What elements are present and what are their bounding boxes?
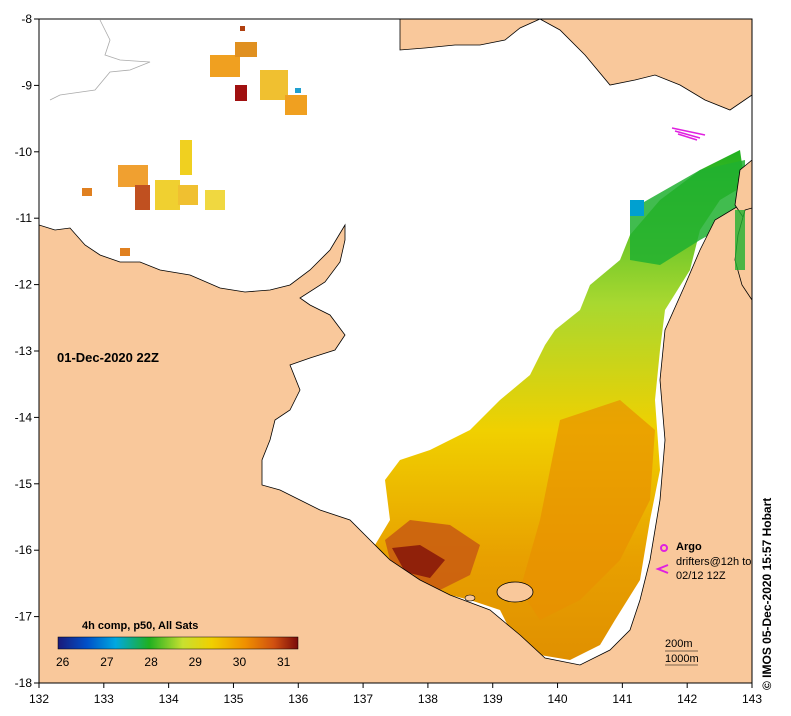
x-axis: 132 133 134 135 136 137 138 139 140 141 142 143 [29,683,762,706]
land-arnhem [39,204,752,683]
x-tick-label: 142 [677,692,697,706]
depth-1000-label: 1000m [665,653,699,665]
grey-coast-nw [49,19,151,101]
drifters-label: drifters@12h to 02/12 12Z [676,556,752,582]
y-tick-label: -8 [21,12,32,26]
x-tick-label: 140 [548,692,568,706]
colorbar-tick-label: 29 [188,655,202,669]
colorbar-tick-label: 27 [100,655,114,669]
y-tick-label: -11 [16,211,33,225]
x-tick-label: 133 [94,692,114,706]
land-small-island [464,594,476,602]
colorbar [57,636,299,650]
sst-cool-spot [630,200,644,216]
colorbar-tick-label: 30 [232,655,247,669]
land-mornington-island [496,581,534,603]
x-tick-label: 143 [742,692,762,706]
argo-label: Argo [676,541,702,553]
sst-green-band [630,160,745,265]
colorbar-tick-label: 28 [144,655,158,669]
sst-scatter-nw [82,26,307,256]
y-tick-label: -10 [15,145,33,159]
y-tick-label: -17 [15,610,33,624]
land-papua [399,19,752,111]
argo-marker-icon [660,544,668,552]
drifter-marker-icon [655,564,669,574]
colorbar-tick-label: 31 [277,655,291,669]
y-tick-label: -16 [15,543,33,557]
sst-field [375,150,745,660]
y-tick-label: -18 [15,676,33,690]
x-tick-label: 132 [29,692,49,706]
x-tick-label: 136 [288,692,308,706]
colorbar-tick-label: 26 [56,655,70,669]
y-tick-label: -15 [15,477,33,491]
sst-orange-band [520,400,655,620]
x-tick-label: 141 [612,692,632,706]
y-tick-label: -9 [21,78,32,92]
x-tick-label: 139 [483,692,503,706]
sst-cape-east [735,210,745,270]
y-axis: -8 -9 -10 -11 -12 -13 -14 -15 -16 -17 -18 [15,12,39,690]
y-tick-label: -13 [15,344,33,358]
date-label: 01-Dec-2020 22Z [57,350,159,365]
depth-200-label: 200m [665,638,693,650]
x-tick-label: 138 [418,692,438,706]
x-tick-label: 137 [353,692,373,706]
y-tick-label: -14 [15,410,33,424]
drifter-tracks [671,127,706,141]
legend-title: 4h comp, p50, All Sats [82,620,199,632]
credit-label: © IMOS 05-Dec-2020 15:57 Hobart [760,497,774,690]
x-tick-label: 134 [159,692,179,706]
x-tick-label: 135 [223,692,243,706]
y-tick-label: -12 [15,278,33,292]
